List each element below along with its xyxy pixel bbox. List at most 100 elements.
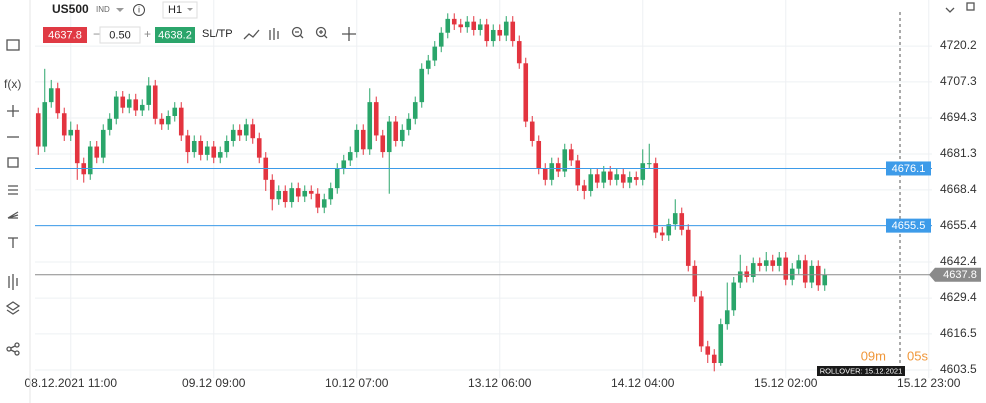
crosshair-tool[interactable] bbox=[7, 105, 19, 117]
y-tick-label: 4720.2 bbox=[940, 38, 977, 52]
volume-box[interactable] bbox=[99, 26, 141, 44]
candle-body bbox=[399, 129, 405, 141]
x-tick-label: 10.12 07:00 bbox=[325, 376, 389, 390]
sell-button[interactable] bbox=[43, 27, 87, 43]
countdown-minutes: 09m bbox=[861, 348, 886, 363]
candle-body bbox=[289, 188, 295, 203]
candle-body bbox=[698, 296, 704, 347]
window-button[interactable] bbox=[966, 2, 975, 11]
y-tick-label: 4668.4 bbox=[940, 182, 977, 196]
symbol-dropdown[interactable] bbox=[116, 8, 124, 12]
share-node bbox=[14, 350, 20, 356]
candle-body bbox=[120, 96, 126, 108]
volume-plus[interactable]: + bbox=[144, 27, 151, 41]
candle-body bbox=[315, 193, 321, 208]
candle-body bbox=[451, 18, 457, 25]
candle-body bbox=[94, 146, 100, 158]
candle-body bbox=[256, 138, 262, 158]
y-tick-label: 4603.5 bbox=[940, 362, 977, 376]
candle-body bbox=[802, 260, 808, 283]
candle-body bbox=[523, 63, 529, 122]
candle-body bbox=[666, 224, 672, 236]
candle-body bbox=[334, 168, 340, 189]
plot-area: 4603.5 4616.5 4629.4 4642.4 4655.4 4668.4 4681… bbox=[24, 0, 977, 390]
candle-body bbox=[705, 346, 711, 355]
text-tool[interactable] bbox=[8, 237, 18, 248]
collapse[interactable] bbox=[945, 7, 955, 13]
market: IND bbox=[96, 5, 110, 14]
y-tick-label: 4681.3 bbox=[940, 146, 977, 160]
candle-body bbox=[211, 146, 217, 158]
candle-body bbox=[198, 140, 204, 155]
candle-body bbox=[412, 102, 418, 119]
candle-body bbox=[776, 257, 782, 266]
zoom-out[interactable] bbox=[291, 26, 303, 38]
buy-button[interactable] bbox=[155, 27, 195, 43]
candle-body bbox=[646, 163, 652, 165]
fan-tool[interactable] bbox=[7, 211, 19, 219]
candle-body bbox=[737, 271, 743, 283]
candle-body bbox=[237, 129, 243, 136]
candle-body bbox=[783, 257, 789, 280]
sltp[interactable]: SL/TP bbox=[202, 28, 233, 40]
symbol[interactable]: US500 bbox=[52, 2, 89, 16]
y-tick-label: 4616.5 bbox=[940, 326, 977, 340]
candle-body bbox=[744, 271, 750, 277]
candle-body bbox=[68, 129, 74, 136]
candle-body bbox=[757, 263, 763, 266]
info-icon[interactable] bbox=[133, 4, 145, 16]
candle-body bbox=[87, 146, 93, 175]
timeframe-box[interactable] bbox=[162, 1, 198, 19]
price-tag bbox=[935, 267, 981, 282]
price-tag-label: 4655.5 bbox=[892, 220, 926, 232]
share-links bbox=[10, 345, 16, 353]
candle-body bbox=[178, 107, 184, 136]
candle-body bbox=[607, 171, 613, 180]
candle-body bbox=[471, 21, 477, 30]
price-tag-label: 4676.1 bbox=[892, 163, 926, 175]
fibonacci-tool[interactable] bbox=[8, 185, 18, 195]
volume: 0.50 bbox=[109, 29, 130, 41]
candle-body bbox=[542, 168, 548, 180]
candle-body bbox=[61, 113, 67, 136]
share-node bbox=[14, 342, 20, 348]
move-tool[interactable] bbox=[342, 27, 356, 41]
candle-body bbox=[497, 29, 503, 36]
candle-body bbox=[575, 160, 581, 186]
candle-body bbox=[367, 102, 373, 150]
candle-body bbox=[360, 129, 366, 150]
candle-body bbox=[347, 152, 353, 161]
layers-tool[interactable] bbox=[5, 301, 21, 315]
candle-body bbox=[432, 46, 438, 61]
line-tool[interactable] bbox=[243, 29, 260, 40]
candle-body bbox=[113, 96, 119, 119]
candle-body bbox=[100, 129, 106, 158]
timeframe: H1 bbox=[168, 4, 182, 16]
candle-body bbox=[204, 146, 210, 155]
candle-body bbox=[718, 324, 724, 364]
share-tool[interactable] bbox=[6, 346, 12, 352]
candle-body bbox=[341, 160, 347, 169]
candle-body bbox=[172, 107, 178, 117]
indicator-tool[interactable] bbox=[8, 274, 18, 290]
zoom-in[interactable] bbox=[315, 26, 327, 38]
chart-type[interactable] bbox=[269, 28, 279, 40]
candle-body bbox=[269, 179, 275, 200]
zoom-in-glyph bbox=[319, 30, 328, 39]
candle-body bbox=[185, 135, 191, 153]
candle-body bbox=[477, 24, 483, 30]
volume-minus[interactable]: − bbox=[93, 27, 100, 41]
candle-body bbox=[822, 274, 828, 286]
candle-body bbox=[659, 232, 665, 236]
sidebar-panel[interactable] bbox=[6, 39, 20, 51]
shape-tool[interactable] bbox=[7, 157, 19, 168]
price-tag bbox=[886, 161, 931, 176]
price-tag-arrow bbox=[929, 267, 935, 282]
candle-body bbox=[165, 116, 171, 125]
candle-body bbox=[107, 118, 113, 130]
rollover-label: ROLLOVER: 15.12.2021 bbox=[820, 366, 903, 375]
candle-body bbox=[594, 174, 600, 183]
indicators[interactable]: f(x) bbox=[4, 77, 21, 91]
candle-body bbox=[633, 177, 639, 180]
candle-body bbox=[770, 260, 776, 266]
